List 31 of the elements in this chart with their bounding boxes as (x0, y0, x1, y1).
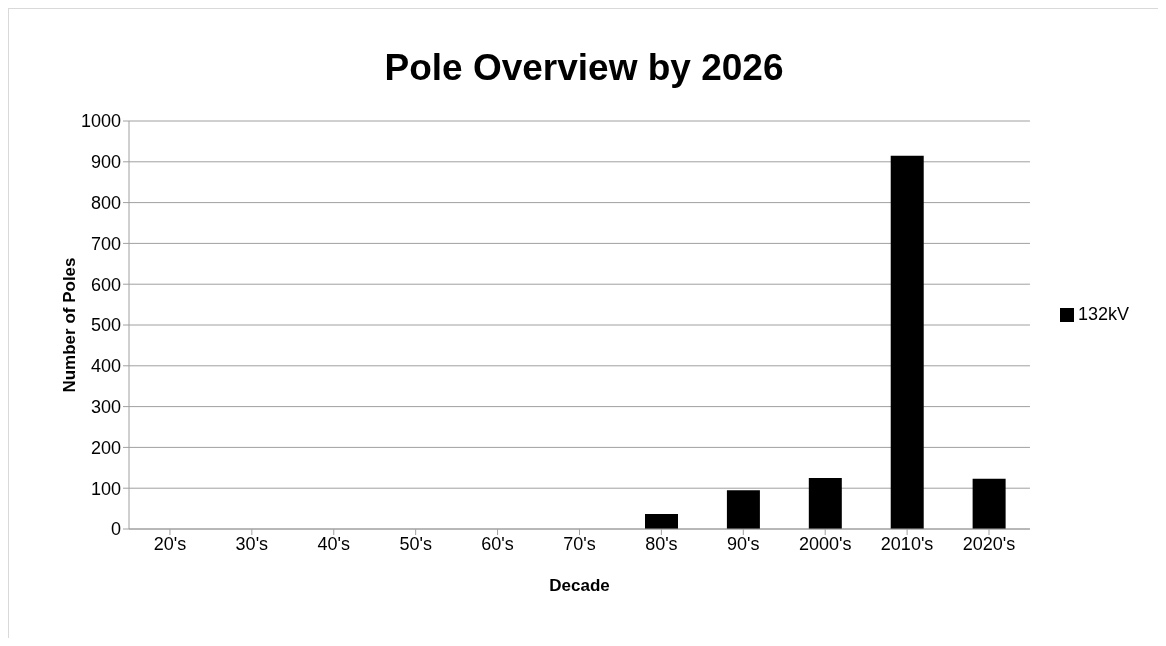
y-axis-title: Number of Poles (60, 257, 80, 393)
bar (645, 513, 678, 529)
y-tick-label: 600 (90, 274, 121, 295)
y-tick-label: 100 (90, 478, 121, 499)
y-tick-label: 700 (90, 233, 121, 254)
x-tick-label: 60's (481, 533, 514, 554)
x-tick-label: 90's (727, 533, 760, 554)
y-tick-label: 500 (90, 315, 121, 336)
y-tick-label: 300 (90, 396, 121, 417)
x-axis-title: Decade (549, 576, 610, 595)
chart-title: Pole Overview by 2026 (383, 47, 785, 89)
x-tick-label: 20's (153, 533, 187, 554)
bar (972, 478, 1006, 529)
x-tick-label: 70's (563, 533, 596, 554)
y-tick-label: 1000 (80, 111, 121, 132)
x-tick-label: 80's (645, 533, 678, 554)
y-tick-label: 400 (90, 356, 121, 377)
x-tick-label: 30's (235, 533, 269, 554)
y-tick-label: 200 (90, 437, 121, 458)
bar (890, 155, 924, 529)
y-tick-label: 0 (110, 519, 121, 540)
y-tick-label: 800 (90, 192, 121, 213)
x-tick-label: 2010's (880, 533, 934, 554)
bar (726, 490, 760, 529)
y-tick-label: 900 (90, 152, 121, 173)
x-tick-label: 50's (399, 533, 432, 554)
legend-label: 132kV (1077, 303, 1129, 324)
x-tick-label: 2000's (798, 533, 852, 554)
x-tick-label: 40's (317, 533, 350, 554)
x-tick-label: 2020's (962, 533, 1016, 554)
bar (808, 478, 842, 529)
